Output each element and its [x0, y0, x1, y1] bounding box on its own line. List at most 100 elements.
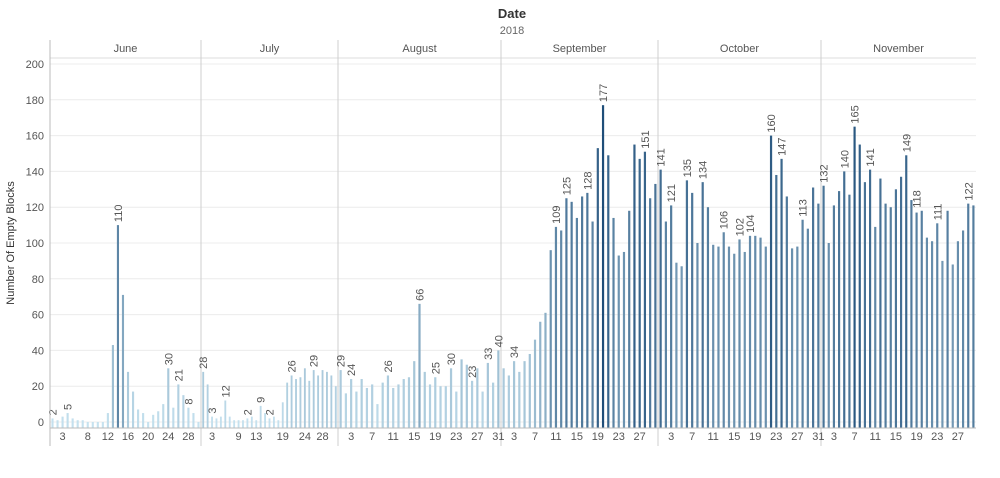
data-label: 104: [745, 214, 757, 232]
bar: [397, 384, 400, 428]
bar: [121, 294, 125, 428]
bar: [215, 418, 218, 428]
bar: [910, 200, 913, 428]
x-tick-label: 11: [707, 431, 718, 443]
bar: [925, 237, 929, 428]
bar: [685, 180, 689, 428]
data-label: 2: [265, 409, 277, 415]
data-label: 21: [173, 369, 185, 381]
data-label: 149: [901, 134, 913, 152]
bar: [206, 384, 209, 428]
month-label: November: [873, 43, 924, 55]
bar: [518, 371, 521, 428]
bar: [769, 135, 773, 428]
bar: [670, 205, 673, 428]
x-tick-label: 13: [250, 431, 262, 443]
bar: [817, 203, 820, 428]
data-label: 26: [287, 360, 299, 372]
bar: [972, 205, 975, 428]
bar: [591, 221, 594, 428]
y-tick-label: 20: [32, 381, 44, 393]
bar: [754, 235, 757, 428]
bar: [664, 221, 667, 428]
x-tick-label: 23: [613, 431, 625, 443]
y-axis-title: Number Of Empty Blocks: [5, 181, 17, 305]
month-label: July: [260, 43, 280, 55]
y-tick-label: 80: [32, 274, 44, 286]
month-label: August: [402, 43, 436, 55]
bar: [71, 418, 74, 428]
bar: [967, 203, 970, 428]
data-label: 141: [656, 148, 668, 166]
bar: [434, 377, 437, 428]
data-label: 24: [346, 364, 358, 376]
data-label: 147: [777, 138, 789, 156]
bar: [312, 370, 315, 428]
x-tick-label: 3: [209, 431, 215, 443]
x-tick-label: 11: [550, 431, 561, 443]
bar: [303, 368, 306, 428]
bar: [759, 237, 762, 428]
bar: [317, 375, 320, 428]
x-tick-label: 23: [931, 431, 943, 443]
bar: [255, 420, 258, 428]
x-tick-label: 24: [162, 431, 174, 443]
bar: [211, 416, 213, 428]
bar: [936, 223, 939, 428]
data-label: 23: [467, 366, 479, 378]
bar: [101, 422, 104, 428]
bar: [748, 235, 752, 428]
bar: [259, 405, 262, 428]
gridlines: [50, 63, 976, 423]
x-tick-label: 27: [791, 431, 803, 443]
data-label: 29: [336, 355, 348, 367]
bar: [492, 382, 495, 428]
bar: [413, 361, 416, 428]
bar: [56, 420, 59, 428]
bar: [853, 126, 856, 429]
bar: [961, 230, 965, 428]
bar: [192, 413, 195, 428]
bar: [481, 391, 484, 428]
bar: [187, 407, 190, 428]
bar: [633, 144, 636, 429]
bar: [512, 361, 516, 428]
bar: [785, 196, 788, 428]
x-tick-label: 27: [634, 431, 646, 443]
x-tick-label: 3: [60, 431, 66, 443]
month-panels: June July August September October November: [50, 40, 976, 446]
data-label: 9: [256, 397, 268, 403]
bar: [497, 350, 500, 428]
bar: [706, 207, 710, 428]
bar: [946, 210, 949, 428]
bar: [622, 251, 626, 428]
bar: [717, 246, 720, 428]
year-subheader: 2018: [500, 25, 524, 37]
x-tick-label: 19: [910, 431, 922, 443]
y-tick-label: 160: [26, 131, 44, 143]
month-label: June: [114, 43, 138, 55]
bar: [607, 155, 610, 429]
bar: [444, 386, 447, 428]
bar: [418, 303, 421, 428]
bar: [560, 230, 563, 428]
bar: [528, 353, 531, 428]
y-tick-label: 60: [32, 310, 44, 322]
bar: [554, 226, 558, 428]
data-label: 121: [666, 184, 678, 202]
bar: [523, 361, 526, 428]
bar: [659, 169, 662, 429]
bar: [407, 377, 411, 428]
bar: [899, 176, 903, 428]
x-tick-label: 7: [852, 431, 858, 443]
bar: [76, 420, 79, 428]
bar: [172, 407, 175, 428]
bar: [470, 380, 474, 428]
bar: [350, 379, 353, 428]
bar: [549, 250, 552, 428]
bar: [743, 251, 746, 428]
bar: [326, 371, 328, 428]
data-label: 140: [839, 150, 851, 168]
bar: [951, 264, 954, 428]
